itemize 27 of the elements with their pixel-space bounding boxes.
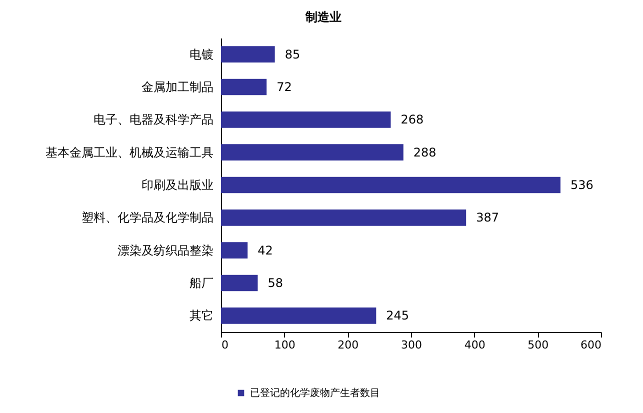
data-label: 268: [400, 112, 424, 127]
x-tick-label: 200: [338, 338, 359, 352]
x-tick-label: 500: [528, 338, 549, 352]
y-tick-label: 船厂: [190, 276, 214, 290]
data-label: 85: [284, 47, 300, 62]
data-label: 72: [276, 80, 292, 94]
y-tick-label: 漂染及纺织品整染: [118, 243, 214, 258]
y-tick-label: 其它: [190, 308, 214, 323]
data-label: 42: [258, 243, 273, 258]
data-label: 536: [570, 178, 594, 192]
y-tick-label: 金属加工制品: [142, 80, 214, 94]
data-label: 58: [268, 276, 284, 290]
data-label: 387: [476, 210, 500, 225]
y-tick-label: 电子、电器及科学产品: [94, 112, 214, 127]
y-tick-label: 基本金属工业、机械及运输工具: [46, 145, 214, 160]
x-tick-label: 600: [580, 338, 602, 352]
legend-label: 已登记的化学废物产生者数目: [250, 387, 380, 399]
y-tick-label: 电镀: [190, 47, 214, 62]
data-label: 245: [386, 308, 410, 323]
data-label: 288: [413, 145, 436, 160]
x-tick-label: 0: [222, 338, 228, 352]
y-tick-label: 印刷及出版业: [142, 178, 214, 192]
chart-title: 制造业: [304, 10, 342, 24]
x-tick-label: 100: [274, 338, 296, 352]
x-tick-label: 300: [401, 338, 422, 352]
y-tick-label: 塑料、化学品及化学制品: [82, 210, 214, 225]
x-tick-label: 400: [464, 338, 486, 352]
